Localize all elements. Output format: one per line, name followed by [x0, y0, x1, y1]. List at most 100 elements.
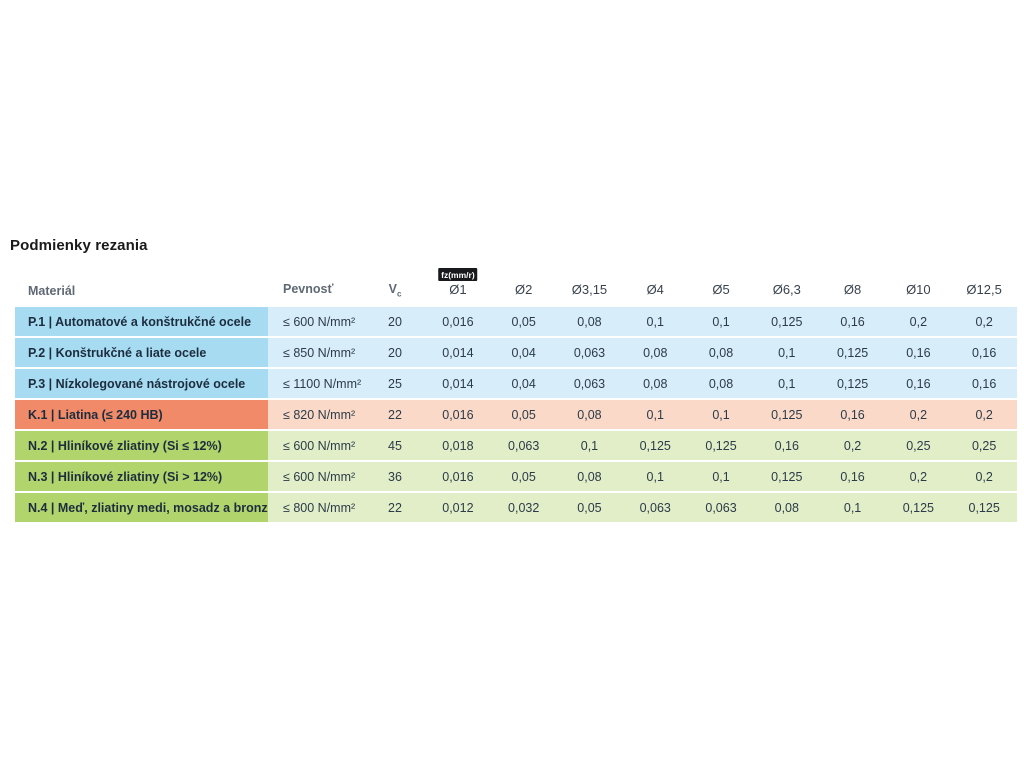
row-values: ≤ 820 N/mm² 22 0,016 0,05 0,08 0,1 0,1 0,125 0,1…	[268, 400, 1017, 429]
feed-value-cell: 0,1	[778, 376, 796, 391]
feed-value-cell: 0,2	[975, 469, 993, 484]
feed-value-cell: 0,16	[840, 469, 865, 484]
feed-value-cell: 0,016	[442, 314, 474, 329]
vc-cell: 25	[388, 376, 402, 391]
feed-value-cell: 0,1	[580, 438, 599, 453]
column-header-diameter: Ø4	[622, 282, 688, 308]
column-header-diameter: Ø6,3	[754, 282, 820, 308]
feed-value-cell: 0,08	[774, 500, 799, 515]
material-cell: N.2 | Hliníkové zliatiny (Si ≤ 12%)	[15, 431, 268, 460]
feed-value-cell: 0,2	[909, 469, 928, 484]
feed-value-cell: 0,014	[442, 345, 474, 360]
feed-value-cell: 0,05	[511, 407, 536, 422]
feed-value-cell: 0,04	[511, 345, 536, 360]
table-body: P.1 | Automatové a konštrukčné ocele ≤ 60…	[15, 307, 1017, 522]
feed-value-cell: 0,125	[705, 438, 737, 453]
feed-value-cell: 0,16	[840, 314, 865, 329]
feed-value-cell: 0,16	[971, 345, 997, 360]
table-row: N.2 | Hliníkové zliatiny (Si ≤ 12%) ≤ 600…	[15, 431, 1017, 460]
column-header-diameter-label: Ø10	[906, 281, 931, 297]
feed-value-cell: 0,2	[909, 407, 928, 422]
feed-value-cell: 0,08	[577, 314, 602, 329]
feed-value-cell: 0,2	[909, 314, 928, 329]
column-header-diameter: Ø3,15	[557, 282, 623, 308]
cutting-conditions-table: Materiál Pevnosť Vc fz(mm/r) Ø1 Ø2 Ø3,15 Ø4 Ø…	[15, 262, 1017, 524]
feed-values: 0,016 0,05 0,08 0,1 0,1 0,125 0,16 0,2 0,2	[425, 307, 1017, 336]
feed-value-cell: 0,125	[771, 314, 803, 329]
strength-cell: ≤ 800 N/mm²	[283, 500, 356, 515]
feed-value-cell: 0,25	[906, 438, 931, 453]
page-title: Podmienky rezania	[10, 237, 148, 254]
vc-cell: 22	[388, 500, 402, 515]
feed-value-cell: 0,1	[843, 500, 862, 515]
feed-values: 0,014 0,04 0,063 0,08 0,08 0,1 0,125 0,16 0,16	[425, 369, 1017, 398]
feed-value-cell: 0,1	[712, 314, 730, 329]
vc-cell: 22	[388, 407, 402, 422]
column-header-diameter-label: Ø3,15	[571, 281, 608, 297]
feed-value-cell: 0,25	[971, 438, 997, 453]
material-cell: N.4 | Meď, zliatiny medi, mosadz a bronz	[15, 493, 268, 522]
feed-values: 0,016 0,05 0,08 0,1 0,1 0,125 0,16 0,2 0,2	[425, 400, 1017, 429]
feed-values: 0,018 0,063 0,1 0,125 0,125 0,16 0,2 0,25 0,25	[425, 431, 1017, 460]
column-header-diameter-label: Ø5	[712, 281, 730, 297]
row-values: ≤ 850 N/mm² 20 0,014 0,04 0,063 0,08 0,08 0,1 0,…	[268, 338, 1017, 367]
feed-value-cell: 0,125	[902, 500, 934, 515]
feed-value-cell: 0,1	[712, 407, 730, 422]
feed-value-cell: 0,012	[442, 500, 474, 515]
vc-label: V	[388, 281, 397, 296]
diameter-headers: fz(mm/r) Ø1 Ø2 Ø3,15 Ø4 Ø5 Ø6,3 Ø8 Ø10 Ø12,5	[425, 268, 1017, 308]
feed-value-cell: 0,05	[511, 314, 536, 329]
column-header-strength: Pevnosť	[283, 281, 334, 296]
feed-value-cell: 0,1	[646, 314, 664, 329]
column-header-diameter-label: Ø1	[449, 281, 467, 297]
feed-value-cell: 0,16	[840, 407, 865, 422]
feed-value-cell: 0,125	[771, 407, 803, 422]
feed-value-cell: 0,014	[442, 376, 474, 391]
feed-value-cell: 0,018	[442, 438, 474, 453]
material-cell: P.2 | Konštrukčné a liate ocele	[15, 338, 268, 367]
feed-value-cell: 0,125	[639, 438, 671, 453]
feed-value-cell: 0,016	[442, 407, 474, 422]
row-values: ≤ 600 N/mm² 36 0,016 0,05 0,08 0,1 0,1 0,125 0,1…	[268, 462, 1017, 491]
feed-values: 0,012 0,032 0,05 0,063 0,063 0,08 0,1 0,125 0,12…	[425, 493, 1017, 522]
strength-cell: ≤ 850 N/mm²	[283, 345, 356, 360]
column-header-vc: Vc	[365, 282, 425, 308]
column-header-diameter: Ø12,5	[951, 282, 1017, 308]
material-cell: P.3 | Nízkolegované nástrojové ocele	[15, 369, 268, 398]
strength-cell: ≤ 600 N/mm²	[283, 438, 356, 453]
material-cell: P.1 | Automatové a konštrukčné ocele	[15, 307, 268, 336]
column-header-diameter-label: Ø6,3	[772, 281, 801, 297]
row-values: ≤ 1100 N/mm² 25 0,014 0,04 0,063 0,08 0,08 0,1 0…	[268, 369, 1017, 398]
column-header-diameter: Ø2	[491, 282, 557, 308]
row-values: ≤ 600 N/mm² 20 0,016 0,05 0,08 0,1 0,1 0,125 0,1…	[268, 307, 1017, 336]
feed-value-cell: 0,1	[646, 469, 664, 484]
feed-value-cell: 0,1	[778, 345, 796, 360]
header-rest: Pevnosť Vc fz(mm/r) Ø1 Ø2 Ø3,15 Ø4 Ø5 Ø6,3 Ø8 Ø1…	[268, 268, 1017, 308]
feed-value-cell: 0,2	[975, 314, 993, 329]
column-header-diameter: fz(mm/r) Ø1	[425, 268, 491, 308]
feed-value-cell: 0,05	[511, 469, 536, 484]
feed-value-cell: 0,08	[708, 345, 734, 360]
feed-value-cell: 0,1	[646, 407, 664, 422]
feed-value-cell: 0,063	[639, 500, 671, 515]
column-header-diameter-label: Ø4	[646, 281, 664, 297]
row-values: ≤ 600 N/mm² 45 0,018 0,063 0,1 0,125 0,125 0,16…	[268, 431, 1017, 460]
table-row: K.1 | Liatina (≤ 240 HB) ≤ 820 N/mm² 22 0,0…	[15, 400, 1017, 429]
strength-cell: ≤ 820 N/mm²	[283, 407, 356, 422]
feed-value-cell: 0,125	[836, 345, 869, 360]
column-header-diameter-label: Ø2	[515, 281, 533, 297]
column-header-diameter: Ø5	[688, 282, 754, 308]
feed-value-cell: 0,16	[971, 376, 997, 391]
feed-value-cell: 0,016	[442, 469, 474, 484]
feed-value-cell: 0,08	[577, 407, 602, 422]
strength-cell: ≤ 1100 N/mm²	[283, 376, 362, 391]
feed-value-cell: 0,063	[573, 345, 606, 360]
feed-value-cell: 0,032	[508, 500, 540, 515]
feed-values: 0,014 0,04 0,063 0,08 0,08 0,1 0,125 0,16 0,16	[425, 338, 1017, 367]
feed-value-cell: 0,08	[708, 376, 734, 391]
feed-value-cell: 0,125	[836, 376, 869, 391]
feed-value-cell: 0,16	[774, 438, 799, 453]
row-values: ≤ 800 N/mm² 22 0,012 0,032 0,05 0,063 0,063 0,0…	[268, 493, 1017, 522]
vc-subscript: c	[396, 289, 402, 298]
